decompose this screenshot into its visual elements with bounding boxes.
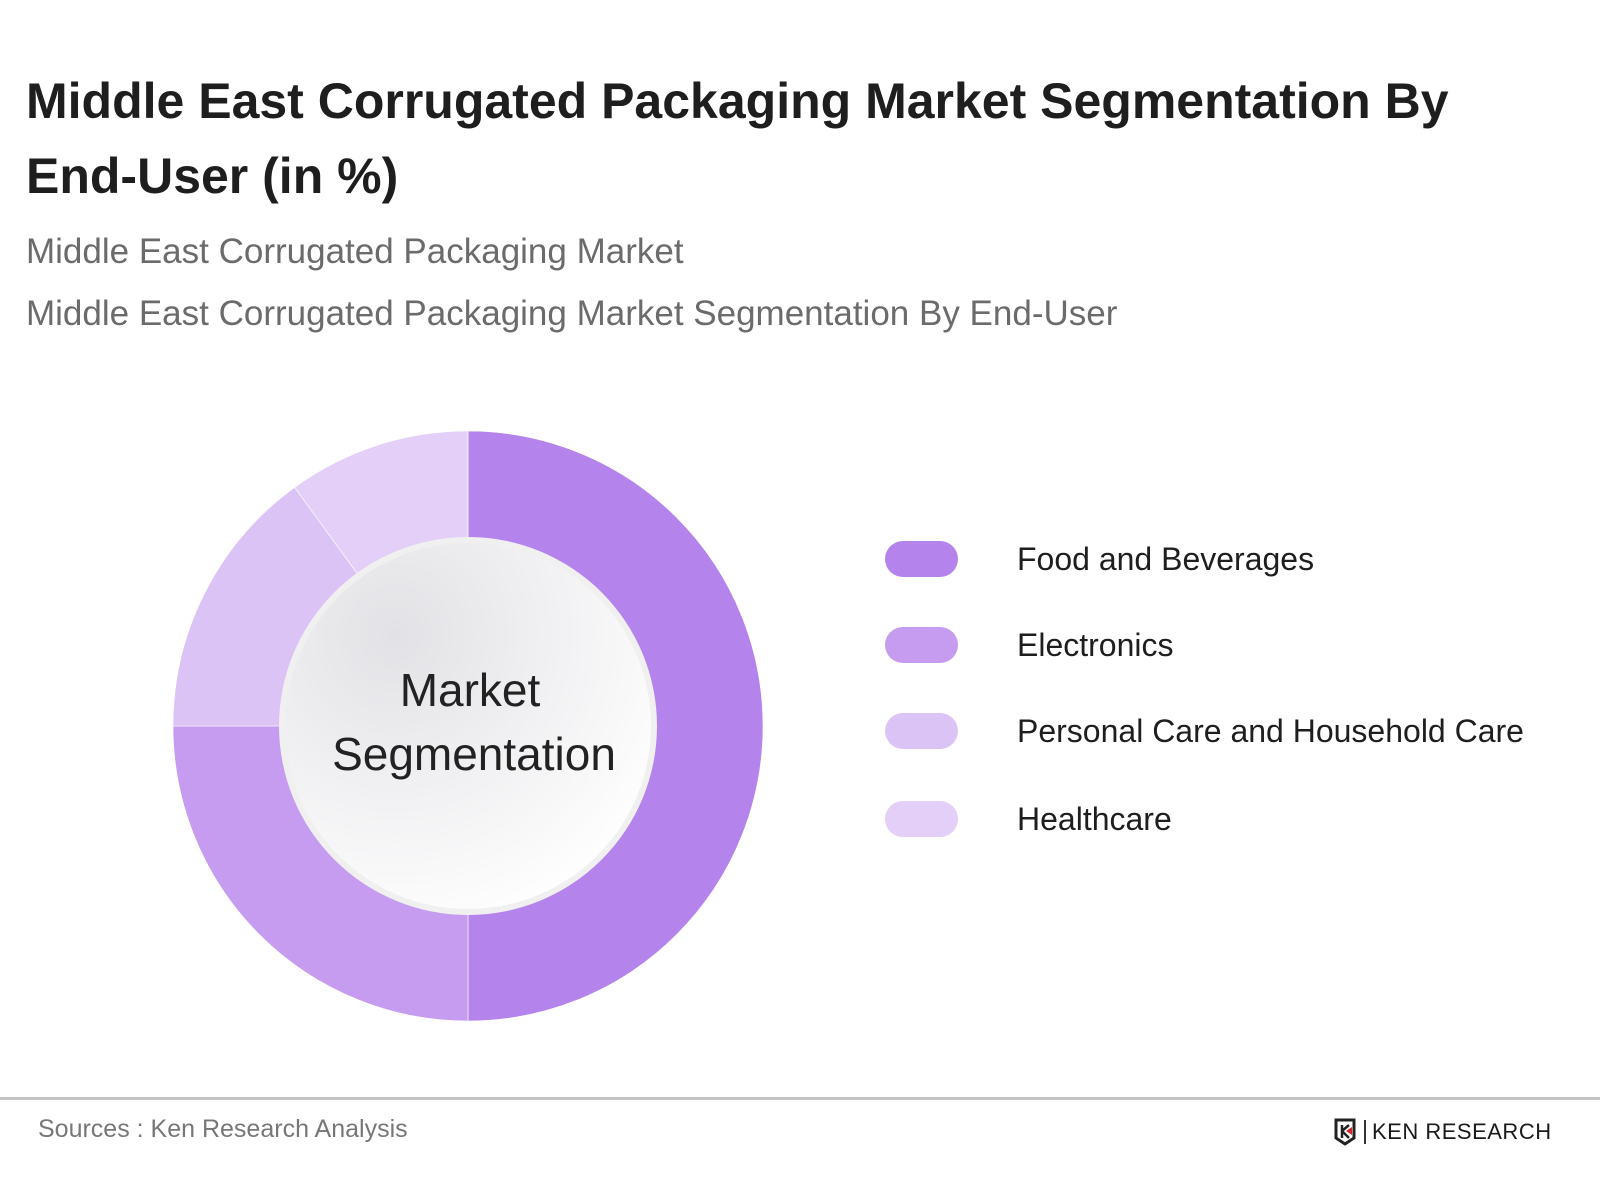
legend-swatch [885, 713, 958, 749]
legend-item: Electronics [885, 625, 1174, 665]
center-label-line-2: Segmentation [332, 728, 616, 780]
ken-research-logo: KEN RESEARCH [1334, 1118, 1552, 1146]
chart-title: Middle East Corrugated Packaging Market … [26, 73, 1449, 204]
legend-swatch [885, 801, 958, 837]
donut-hole [285, 543, 651, 909]
legend-label: Electronics [1017, 626, 1174, 663]
legend-item: Healthcare [885, 799, 1172, 839]
footer-divider [0, 1097, 1600, 1100]
legend-label: Healthcare [1017, 800, 1172, 837]
legend-item: Personal Care and Household Care [885, 711, 1524, 751]
ken-logo-icon [1334, 1118, 1356, 1146]
logo-text: KEN RESEARCH [1372, 1119, 1552, 1144]
center-label-line-1: Market [400, 664, 541, 716]
legend-label: Food and Beverages [1017, 540, 1315, 577]
chart-subtitle: Middle East Corrugated Packaging Market [26, 232, 684, 271]
legend-item: Food and Beverages [885, 539, 1314, 579]
logo-separator [1364, 1120, 1366, 1144]
legend-swatch [885, 541, 958, 577]
source-note: Sources : Ken Research Analysis [38, 1115, 408, 1143]
chart-subtitle-2: Middle East Corrugated Packaging Market … [26, 294, 1118, 333]
legend-label: Personal Care and Household Care [1017, 712, 1524, 749]
legend-swatch [885, 627, 958, 663]
